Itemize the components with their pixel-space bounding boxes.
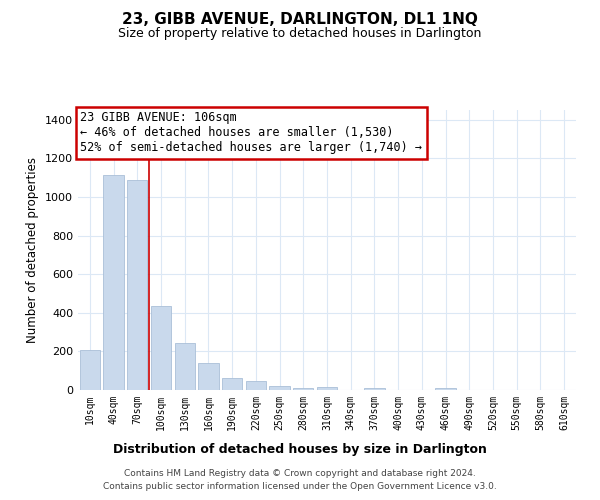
- Bar: [246, 382, 266, 390]
- Text: 23, GIBB AVENUE, DARLINGTON, DL1 1NQ: 23, GIBB AVENUE, DARLINGTON, DL1 1NQ: [122, 12, 478, 28]
- Bar: [175, 344, 195, 390]
- Bar: [436, 388, 455, 390]
- Bar: [127, 180, 148, 390]
- Text: Contains public sector information licensed under the Open Government Licence v3: Contains public sector information licen…: [103, 482, 497, 491]
- Bar: [151, 306, 171, 390]
- Bar: [364, 388, 385, 390]
- Text: Size of property relative to detached houses in Darlington: Size of property relative to detached ho…: [118, 28, 482, 40]
- Bar: [103, 174, 124, 390]
- Bar: [293, 388, 313, 390]
- Bar: [80, 350, 100, 390]
- Bar: [317, 388, 337, 390]
- Text: 23 GIBB AVENUE: 106sqm
← 46% of detached houses are smaller (1,530)
52% of semi-: 23 GIBB AVENUE: 106sqm ← 46% of detached…: [80, 112, 422, 154]
- Bar: [222, 378, 242, 390]
- Bar: [199, 363, 218, 390]
- Y-axis label: Number of detached properties: Number of detached properties: [26, 157, 40, 343]
- Text: Contains HM Land Registry data © Crown copyright and database right 2024.: Contains HM Land Registry data © Crown c…: [124, 468, 476, 477]
- Text: Distribution of detached houses by size in Darlington: Distribution of detached houses by size …: [113, 442, 487, 456]
- Bar: [269, 386, 290, 390]
